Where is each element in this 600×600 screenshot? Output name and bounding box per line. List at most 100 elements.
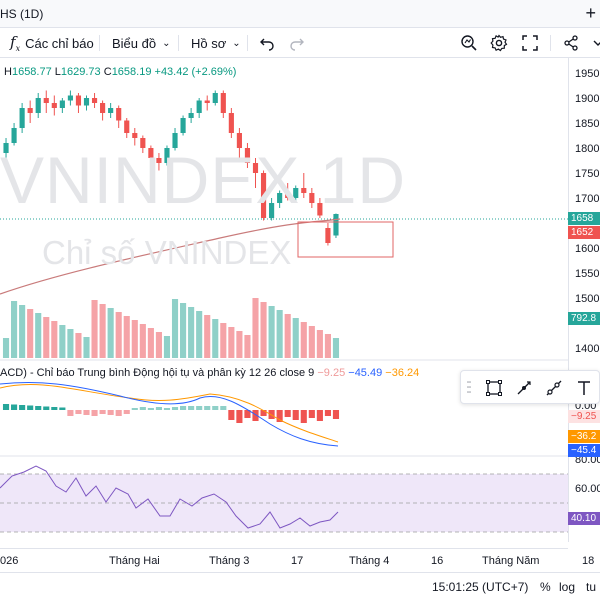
profile-button[interactable]: Hồ sơ ⌄	[191, 28, 241, 58]
chart-type-button[interactable]: Biểu đồ ⌄	[112, 28, 170, 58]
candle-body[interactable]	[19, 108, 25, 128]
candle-body[interactable]	[164, 148, 170, 163]
candle-body[interactable]	[116, 108, 122, 121]
watermark-symbol: VNINDEX 1D	[0, 143, 407, 217]
macd-histogram-bar	[324, 410, 331, 416]
candle-body[interactable]	[212, 93, 218, 103]
candle-body[interactable]	[172, 133, 178, 148]
candle-body[interactable]	[108, 108, 114, 113]
more-button[interactable]	[586, 28, 600, 58]
ray-tool-button[interactable]	[543, 377, 565, 399]
candle-body[interactable]	[188, 113, 194, 118]
candle-body[interactable]	[35, 98, 41, 113]
candle-body[interactable]	[252, 163, 259, 173]
macd-histogram-bar	[276, 410, 283, 422]
volume-bar	[284, 314, 291, 358]
macd-histogram-bar	[99, 410, 106, 414]
candle-body[interactable]	[11, 128, 17, 143]
rectangle-drawing[interactable]	[297, 221, 394, 258]
candle-body[interactable]	[204, 100, 210, 104]
quick-search-button[interactable]	[457, 28, 481, 58]
candle-body[interactable]	[132, 133, 138, 138]
trendline-tool-button[interactable]	[513, 377, 535, 399]
redo-button[interactable]	[285, 28, 309, 58]
chart-canvas[interactable]	[0, 58, 568, 548]
candle-body[interactable]	[27, 108, 33, 113]
candle-body[interactable]	[3, 143, 9, 153]
price-tick: 1700	[575, 193, 600, 205]
ray-tool-icon	[546, 380, 562, 396]
candle-body[interactable]	[301, 188, 307, 193]
volume-bar	[115, 312, 122, 358]
macd-histogram-bar	[163, 408, 171, 410]
fullscreen-button[interactable]	[518, 28, 542, 58]
candle-body[interactable]	[277, 193, 283, 203]
volume-bar	[163, 336, 171, 358]
time-tick: 026	[0, 555, 19, 567]
log-scale-toggle[interactable]: log	[559, 580, 576, 594]
indicators-button[interactable]: fx Các chỉ báo	[10, 28, 94, 58]
undo-button[interactable]	[255, 28, 279, 58]
profile-label: Hồ sơ	[191, 35, 227, 51]
candle-body[interactable]	[43, 98, 49, 103]
time-tick: Tháng Hai	[109, 555, 160, 567]
candle-body[interactable]	[325, 228, 331, 243]
volume-bar	[180, 303, 187, 358]
candle-body[interactable]	[59, 100, 65, 109]
macd-histogram-bar	[43, 406, 50, 410]
candle-body[interactable]	[285, 193, 291, 198]
chevron-down-icon	[593, 40, 600, 46]
candle-body[interactable]	[140, 138, 146, 148]
macd-histogram-bar	[11, 404, 18, 410]
chart-title: HS (1D)	[0, 7, 44, 21]
share-button[interactable]	[559, 28, 583, 58]
chart-area[interactable]: VNINDEX 1D Chỉ số VNINDEX H1658.77 L1629…	[0, 58, 600, 566]
text-tool-button[interactable]	[573, 377, 595, 399]
candle-body[interactable]	[75, 95, 82, 106]
percent-scale-toggle[interactable]: %	[540, 580, 551, 594]
undo-icon	[260, 38, 274, 51]
candle-body[interactable]	[148, 148, 154, 158]
time-axis[interactable]: 026 Tháng Hai Tháng 3 17 Tháng 4 16 Thán…	[0, 548, 594, 572]
add-tab-button[interactable]: +	[585, 3, 596, 23]
candle-body[interactable]	[228, 113, 234, 133]
candle-body[interactable]	[91, 98, 98, 103]
drawing-toolbar[interactable]	[460, 370, 600, 404]
candle-body[interactable]	[317, 203, 323, 216]
drag-handle-icon[interactable]	[467, 380, 471, 394]
price-tick: 1500	[575, 293, 600, 305]
candle-body[interactable]	[309, 193, 315, 203]
auto-scale-toggle[interactable]: tu	[586, 580, 597, 594]
macd-histogram-bar	[83, 410, 90, 415]
candle-body[interactable]	[124, 120, 130, 134]
macd-histogram-bar	[2, 404, 10, 410]
candle-body[interactable]	[100, 103, 106, 113]
macd-signal-line	[0, 384, 339, 443]
candle-body[interactable]	[51, 103, 57, 108]
text-tool-icon	[578, 381, 590, 395]
candle-body[interactable]	[220, 93, 226, 113]
macd-signal-value: −36.24	[385, 367, 420, 379]
candle-body[interactable]	[236, 133, 242, 148]
settings-button[interactable]	[487, 28, 511, 58]
candlesticks[interactable]	[3, 90, 339, 246]
macd-histogram-bar	[212, 406, 219, 410]
candle-body[interactable]	[67, 95, 73, 101]
candle-body[interactable]	[333, 214, 339, 236]
candle-body[interactable]	[260, 173, 267, 218]
candle-body[interactable]	[196, 100, 202, 114]
macd-histogram-bar	[19, 405, 26, 410]
candle-body[interactable]	[180, 118, 186, 133]
candle-body[interactable]	[156, 158, 162, 163]
price-axis[interactable]: 1950 1900 1850 1800 1750 1700 1600 1550 …	[568, 58, 600, 542]
toolbar-divider	[550, 35, 551, 51]
time-tick: 16	[431, 555, 444, 567]
candle-body[interactable]	[293, 188, 299, 198]
rectangle-tool-button[interactable]	[483, 377, 505, 399]
candle-body[interactable]	[269, 203, 275, 218]
candle-body[interactable]	[244, 148, 251, 163]
macd-histogram-bar	[139, 407, 146, 410]
moving-average-line	[0, 218, 341, 295]
candle-body[interactable]	[83, 98, 90, 106]
change-value: +43.42 (+2.69%)	[154, 66, 237, 78]
